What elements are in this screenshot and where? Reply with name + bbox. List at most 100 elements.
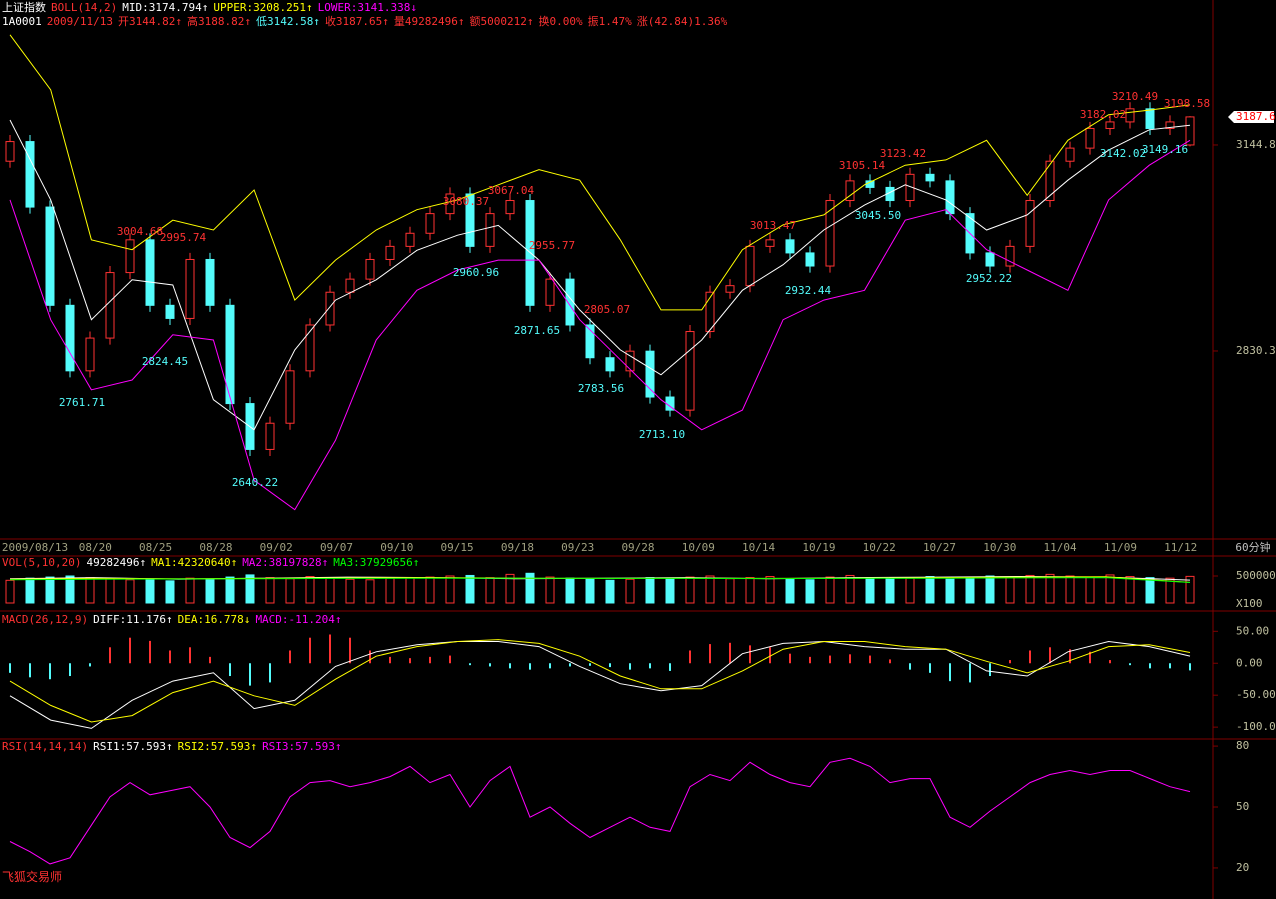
y-tick-label: 2830.3 — [1236, 344, 1276, 357]
candle-body — [585, 324, 595, 359]
candle-body — [725, 285, 735, 293]
candle-body — [325, 291, 335, 326]
high-label: 3067.04 — [488, 184, 535, 197]
x-tick-label: 10/14 — [742, 541, 775, 554]
candle-body — [1065, 147, 1075, 162]
x-tick-label: 10/27 — [923, 541, 956, 554]
volume-bar — [1065, 575, 1075, 604]
low-label: 2783.56 — [578, 382, 624, 395]
volume-bar — [285, 578, 295, 604]
volume-bar — [745, 577, 755, 604]
candle-body — [205, 258, 215, 306]
high-label: 3123.42 — [880, 147, 926, 160]
volume-bar — [765, 576, 775, 604]
candle-body — [165, 304, 175, 319]
x-tick-label: 10/19 — [802, 541, 835, 554]
high-label: 3004.68 — [117, 225, 163, 238]
volume-bar — [1165, 577, 1175, 604]
candle-body — [285, 370, 295, 424]
x-tick-label: 10/22 — [863, 541, 896, 554]
candle-body — [25, 141, 35, 208]
high-label: 3182.02 — [1080, 108, 1126, 121]
legend-item: UPPER:3208.251↑ — [213, 1, 313, 14]
candle-body — [125, 239, 135, 274]
volume-bar — [505, 573, 515, 604]
low-label: 2824.45 — [142, 355, 188, 368]
y-tick-label: -100.0 — [1236, 720, 1276, 733]
high-label: 2955.77 — [529, 239, 575, 252]
volume-bar — [1005, 577, 1015, 604]
low-label: 3142.02 — [1100, 147, 1146, 160]
candle-body — [605, 357, 615, 372]
legend-item: 上证指数 — [2, 1, 46, 14]
volume-bar — [245, 574, 255, 604]
volume-bar — [105, 578, 115, 604]
legend: VOL(5,10,20) 49282496↑ MA1:42320640↑ MA2:38… — [2, 556, 424, 569]
volume-bar — [145, 578, 155, 604]
series-line — [9, 34, 1191, 311]
legend-item: 额5000212↑ — [469, 15, 534, 28]
x-tick-label: 10/09 — [682, 541, 715, 554]
volume-bar — [485, 577, 495, 604]
candle-body — [805, 252, 815, 267]
x-tick-label: 09/15 — [441, 541, 474, 554]
candle-body — [765, 239, 775, 247]
legend-item: 2009/11/13 — [46, 15, 113, 28]
series-line — [9, 639, 1191, 723]
info-line: 1A0001 2009/11/13 开3144.82↑ 高3188.82↑ 低3142.… — [2, 15, 732, 28]
candle-body — [145, 239, 155, 306]
candle-body — [1005, 245, 1015, 267]
candle-body — [365, 258, 375, 280]
volume-bar — [25, 577, 35, 604]
candle-body — [645, 350, 655, 398]
candle-body — [845, 180, 855, 202]
candle-body — [905, 173, 915, 202]
y-tick-label: 50 — [1236, 800, 1249, 813]
x-tick-label: 2009/08/13 — [2, 541, 68, 554]
volume-bar — [45, 576, 55, 604]
last-price-label: 3187.6 — [1236, 110, 1276, 123]
x-tick-label: 09/02 — [260, 541, 293, 554]
low-label: 2960.96 — [453, 266, 499, 279]
volume-bar — [205, 579, 215, 604]
legend-item: 开3144.82↑ — [117, 15, 182, 28]
x-tick-label: 08/25 — [139, 541, 172, 554]
period-label: 60分钟 — [1235, 540, 1270, 554]
low-label: 2932.44 — [785, 284, 832, 297]
legend: RSI(14,14,14) RSI1:57.593↑ RSI2:57.593↑ RSI… — [2, 740, 347, 753]
x-tick-label: 09/28 — [621, 541, 654, 554]
candle-body — [545, 278, 555, 306]
volume-bar — [545, 576, 555, 604]
volume-bar — [645, 577, 655, 604]
y-tick-label: 3144.8 — [1236, 138, 1276, 151]
candle-body — [1165, 121, 1175, 129]
candle-body — [985, 252, 995, 267]
last-price-tag — [1228, 110, 1274, 123]
candle-body — [505, 200, 515, 215]
candle-body — [945, 180, 955, 215]
candle-body — [345, 278, 355, 293]
volume-bar — [885, 578, 895, 604]
series-line — [9, 139, 1191, 511]
y-tick-label: 0.00 — [1236, 656, 1263, 669]
candle-body — [625, 350, 635, 372]
candle-body — [1085, 127, 1095, 149]
high-label: 3080.37 — [443, 195, 489, 208]
volume-bar — [785, 578, 795, 604]
volume-bar — [865, 577, 875, 604]
legend-item: RSI2:57.593↑ — [177, 740, 258, 753]
candle-body — [405, 232, 415, 247]
candle-body — [705, 291, 715, 333]
high-label: 2805.07 — [584, 303, 630, 316]
candle-body — [1045, 160, 1055, 202]
candle-body — [65, 304, 75, 372]
y-tick-label: 500000 — [1236, 569, 1276, 582]
candle-body — [445, 193, 455, 215]
candle-body — [85, 337, 95, 372]
volume-bar — [925, 576, 935, 604]
volume-bar — [225, 576, 235, 604]
volume-bar — [565, 577, 575, 604]
high-label: 3105.14 — [839, 159, 886, 172]
volume-bar — [325, 577, 335, 604]
